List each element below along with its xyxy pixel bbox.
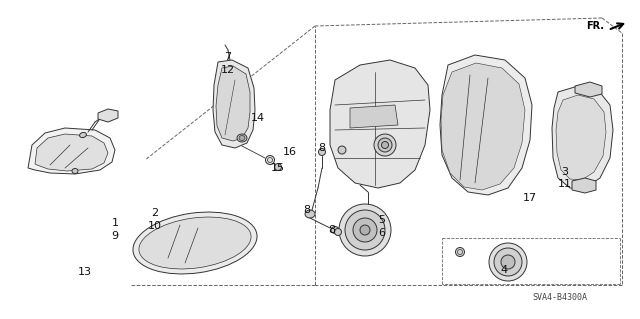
Polygon shape	[552, 86, 613, 188]
Text: 7: 7	[225, 52, 232, 62]
Text: 9: 9	[111, 231, 118, 241]
Text: 16: 16	[283, 147, 297, 157]
Ellipse shape	[456, 248, 465, 256]
Text: 13: 13	[78, 267, 92, 277]
Text: 6: 6	[378, 228, 385, 238]
Ellipse shape	[133, 212, 257, 274]
Polygon shape	[572, 178, 596, 193]
Polygon shape	[575, 82, 602, 97]
Ellipse shape	[338, 146, 346, 154]
Polygon shape	[98, 109, 118, 122]
Polygon shape	[441, 63, 525, 190]
Text: 1: 1	[111, 218, 118, 228]
Text: 8: 8	[319, 143, 326, 153]
Text: 11: 11	[558, 179, 572, 189]
Text: 8: 8	[303, 205, 310, 215]
Ellipse shape	[374, 134, 396, 156]
Text: 2: 2	[152, 208, 159, 218]
Ellipse shape	[345, 210, 385, 250]
Ellipse shape	[381, 142, 388, 149]
Ellipse shape	[494, 248, 522, 276]
Polygon shape	[440, 55, 532, 195]
Polygon shape	[35, 134, 108, 171]
Text: 5: 5	[378, 215, 385, 225]
Text: 4: 4	[500, 265, 508, 275]
Polygon shape	[556, 95, 606, 180]
Ellipse shape	[378, 138, 392, 152]
Text: 14: 14	[251, 113, 265, 123]
Ellipse shape	[237, 134, 247, 142]
Ellipse shape	[305, 210, 315, 218]
Polygon shape	[213, 60, 255, 148]
Ellipse shape	[275, 164, 282, 170]
Polygon shape	[350, 105, 398, 128]
Ellipse shape	[501, 255, 515, 269]
Ellipse shape	[339, 204, 391, 256]
Ellipse shape	[79, 132, 86, 137]
Text: 8: 8	[328, 225, 335, 235]
Ellipse shape	[72, 168, 78, 174]
Text: 17: 17	[523, 193, 537, 203]
Ellipse shape	[489, 243, 527, 281]
Ellipse shape	[353, 218, 377, 242]
Ellipse shape	[319, 149, 326, 155]
Text: 15: 15	[271, 163, 285, 173]
Polygon shape	[330, 60, 430, 188]
Ellipse shape	[360, 225, 370, 235]
Ellipse shape	[239, 136, 245, 140]
Polygon shape	[216, 66, 250, 141]
Ellipse shape	[331, 226, 339, 234]
Text: FR.: FR.	[586, 21, 604, 31]
Text: 10: 10	[148, 221, 162, 231]
Polygon shape	[28, 128, 115, 174]
Ellipse shape	[266, 155, 275, 165]
Ellipse shape	[139, 217, 251, 269]
Ellipse shape	[335, 228, 342, 235]
Text: 12: 12	[221, 65, 235, 75]
Text: 3: 3	[561, 167, 568, 177]
Text: SVA4-B4300A: SVA4-B4300A	[532, 293, 588, 302]
